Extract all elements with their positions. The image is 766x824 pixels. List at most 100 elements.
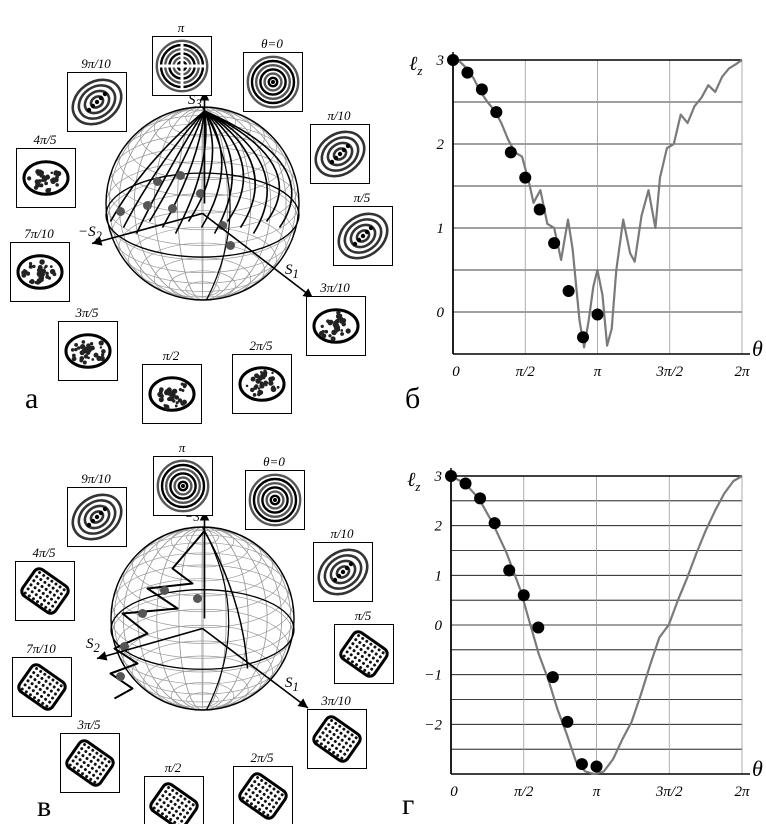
speckle — [50, 178, 54, 182]
speckle — [89, 342, 94, 346]
mode-thumbnail — [153, 456, 213, 516]
speckle — [257, 378, 260, 381]
grid-spot — [158, 798, 162, 802]
grid-spot — [258, 789, 262, 793]
ring — [261, 486, 289, 514]
latitude-line — [140, 242, 265, 298]
grid-spot — [263, 799, 267, 803]
ring — [257, 482, 293, 518]
grid-spot — [33, 586, 37, 590]
grid-spot — [51, 586, 55, 590]
x-tick-label: 2π — [734, 364, 750, 380]
mode-thumbnail — [232, 354, 292, 414]
grid-spot — [367, 671, 371, 675]
grid-spot — [156, 809, 160, 813]
grid-spot — [52, 685, 56, 689]
grid-spot — [59, 684, 63, 688]
sphere-point — [153, 177, 162, 186]
speckle — [84, 346, 89, 351]
fringe — [71, 493, 123, 541]
grid-spot — [38, 687, 42, 691]
speckle — [174, 395, 180, 400]
grid-spot — [351, 642, 355, 646]
grid-spot — [277, 797, 281, 801]
data-point — [561, 715, 574, 728]
series-line — [452, 58, 743, 349]
grid-spot — [51, 678, 55, 682]
trajectory-curve — [203, 110, 234, 234]
ring — [169, 472, 197, 500]
poincare-sphere-c — [96, 511, 309, 711]
panel-letter-c: в — [37, 790, 52, 823]
panel-letter-b: б — [405, 382, 421, 415]
grid-spot — [273, 794, 277, 798]
sphere-point — [116, 207, 125, 216]
mode-thumbnail — [142, 364, 202, 424]
trajectory-curve — [187, 110, 214, 222]
grid-spot — [36, 600, 40, 604]
ring — [252, 477, 298, 523]
grid-spot — [78, 758, 82, 762]
x-tick-label: π — [593, 784, 601, 800]
grid-spot — [254, 787, 258, 791]
speckle — [23, 269, 26, 272]
fringe — [349, 223, 377, 249]
grid-spot — [370, 667, 374, 671]
speckle — [171, 396, 175, 400]
intensity-pattern — [144, 776, 204, 824]
fringe-dot — [86, 522, 92, 528]
grid-spot — [332, 732, 336, 736]
grid-spot — [48, 682, 52, 686]
grid-spot — [26, 679, 30, 683]
grid-spot — [43, 672, 47, 676]
x-tick-label: 3π/2 — [655, 784, 683, 800]
equator — [105, 172, 300, 258]
fringe-dot — [90, 103, 96, 109]
fringe — [71, 78, 123, 126]
mode-thumbnail — [144, 776, 204, 824]
sphere-point — [160, 586, 169, 595]
sphere-point — [176, 171, 185, 180]
intensity-pattern — [15, 561, 75, 621]
mode-thumbnail — [10, 242, 70, 302]
grid-spot — [348, 646, 352, 650]
grid-spot — [339, 749, 343, 753]
grid-spot — [44, 679, 48, 683]
grid-spot — [330, 719, 334, 723]
grid-spot — [343, 734, 347, 738]
data-point — [503, 564, 516, 577]
thumbnail-label: π/5 — [354, 608, 372, 623]
data-point — [575, 758, 588, 771]
speckle — [98, 340, 104, 346]
grid-spot — [361, 636, 365, 640]
speckle — [175, 401, 179, 405]
grid-spot — [93, 780, 97, 784]
grid-spot — [49, 597, 53, 601]
trajectory-curve — [148, 110, 206, 222]
thumbnail-label: θ=0 — [263, 454, 285, 469]
grid-frame — [20, 567, 70, 615]
speckle — [34, 280, 38, 285]
latitude-line — [143, 655, 262, 708]
grid-spot — [176, 816, 180, 820]
grid-spot — [41, 591, 45, 595]
grid-spot — [272, 787, 276, 791]
speckle — [27, 176, 32, 181]
mode-thumbnail — [334, 624, 394, 684]
grid-spot — [323, 745, 327, 749]
y-tick-label: 3 — [436, 53, 445, 69]
thumbnail-label: π/10 — [327, 108, 351, 123]
grid-spot — [272, 805, 276, 809]
grid-spot — [56, 688, 60, 692]
data-point — [562, 285, 575, 297]
grid-spot — [80, 747, 84, 751]
fringe — [326, 141, 354, 167]
speckle — [34, 179, 40, 185]
grid-spot — [185, 811, 189, 815]
grid-spot — [29, 583, 33, 587]
speckle — [48, 187, 52, 191]
trajectory-curve — [135, 110, 206, 234]
speckle — [99, 346, 103, 349]
speckle — [171, 399, 176, 403]
speckle — [270, 386, 277, 393]
